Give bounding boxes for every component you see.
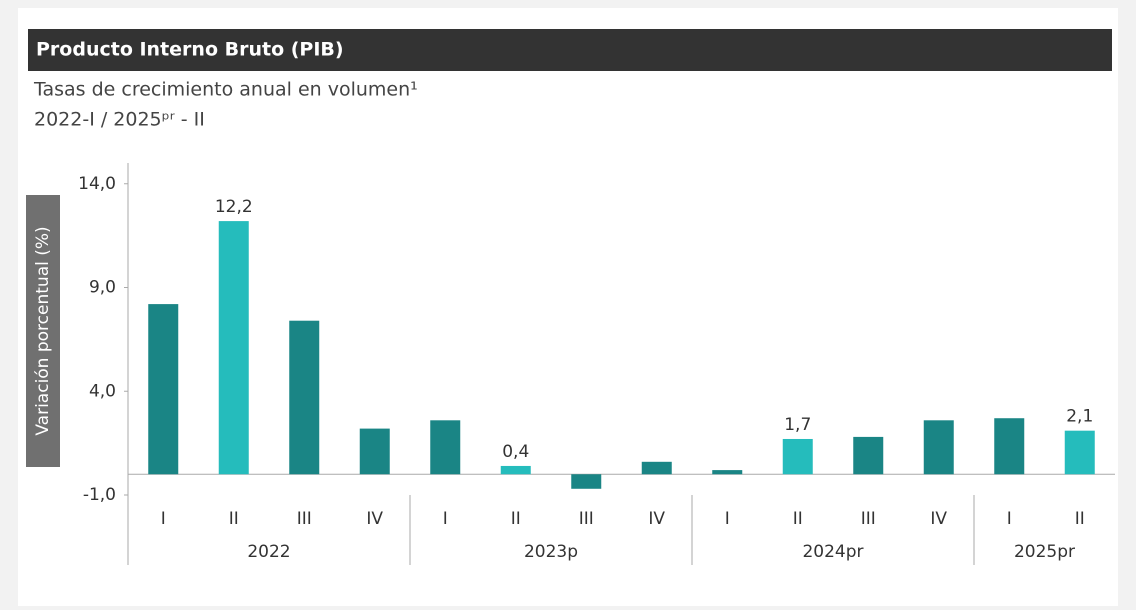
- x-tick-label: II: [511, 509, 521, 529]
- bar: [571, 474, 602, 489]
- x-tick-label: IV: [366, 509, 383, 529]
- y-axis-label: Variación porcentual (%): [33, 226, 53, 435]
- x-tick-label: IV: [648, 509, 665, 529]
- group-label: 2022: [247, 542, 290, 562]
- bar: [994, 418, 1025, 475]
- bar: [289, 320, 320, 475]
- x-tick-label: I: [161, 509, 166, 529]
- y-tick-label: 4,0: [89, 381, 116, 401]
- x-tick-label: I: [443, 509, 448, 529]
- x-tick-label: II: [229, 509, 239, 529]
- period: 2022-I / 2025ᵖʳ - II: [34, 109, 205, 131]
- bar: [712, 470, 743, 475]
- title-bar: [28, 29, 1112, 71]
- value-label: 12,2: [215, 197, 253, 217]
- x-tick-label: III: [579, 509, 594, 529]
- y-tick-label: 14,0: [78, 174, 116, 194]
- y-tick-label: -1,0: [83, 485, 116, 505]
- bar: [1064, 430, 1095, 475]
- group-label: 2025pr: [1014, 542, 1075, 562]
- value-label: 1,7: [784, 415, 811, 435]
- x-tick-label: II: [1075, 509, 1085, 529]
- card: [18, 8, 1118, 606]
- value-label: 2,1: [1066, 407, 1093, 427]
- x-tick-label: II: [793, 509, 803, 529]
- bar: [148, 304, 179, 475]
- x-tick-label: I: [1007, 509, 1012, 529]
- y-tick-label: 9,0: [89, 278, 116, 298]
- y-label-box: [26, 195, 60, 467]
- bar: [218, 221, 249, 475]
- bar: [853, 436, 884, 475]
- x-tick-label: III: [297, 509, 312, 529]
- x-tick-label: I: [725, 509, 730, 529]
- subtitle: Tasas de crecimiento anual en volumen¹: [33, 79, 418, 101]
- bar: [782, 438, 813, 475]
- bar: [359, 428, 390, 475]
- group-label: 2023p: [524, 542, 578, 562]
- value-label: 0,4: [502, 442, 529, 462]
- chart-title: Producto Interno Bruto (PIB): [36, 39, 344, 61]
- bar: [500, 465, 531, 475]
- bar: [923, 420, 954, 475]
- x-tick-label: III: [861, 509, 876, 529]
- group-label: 2024pr: [802, 542, 863, 562]
- bar: [430, 420, 461, 475]
- x-tick-label: IV: [930, 509, 947, 529]
- bar: [641, 461, 672, 475]
